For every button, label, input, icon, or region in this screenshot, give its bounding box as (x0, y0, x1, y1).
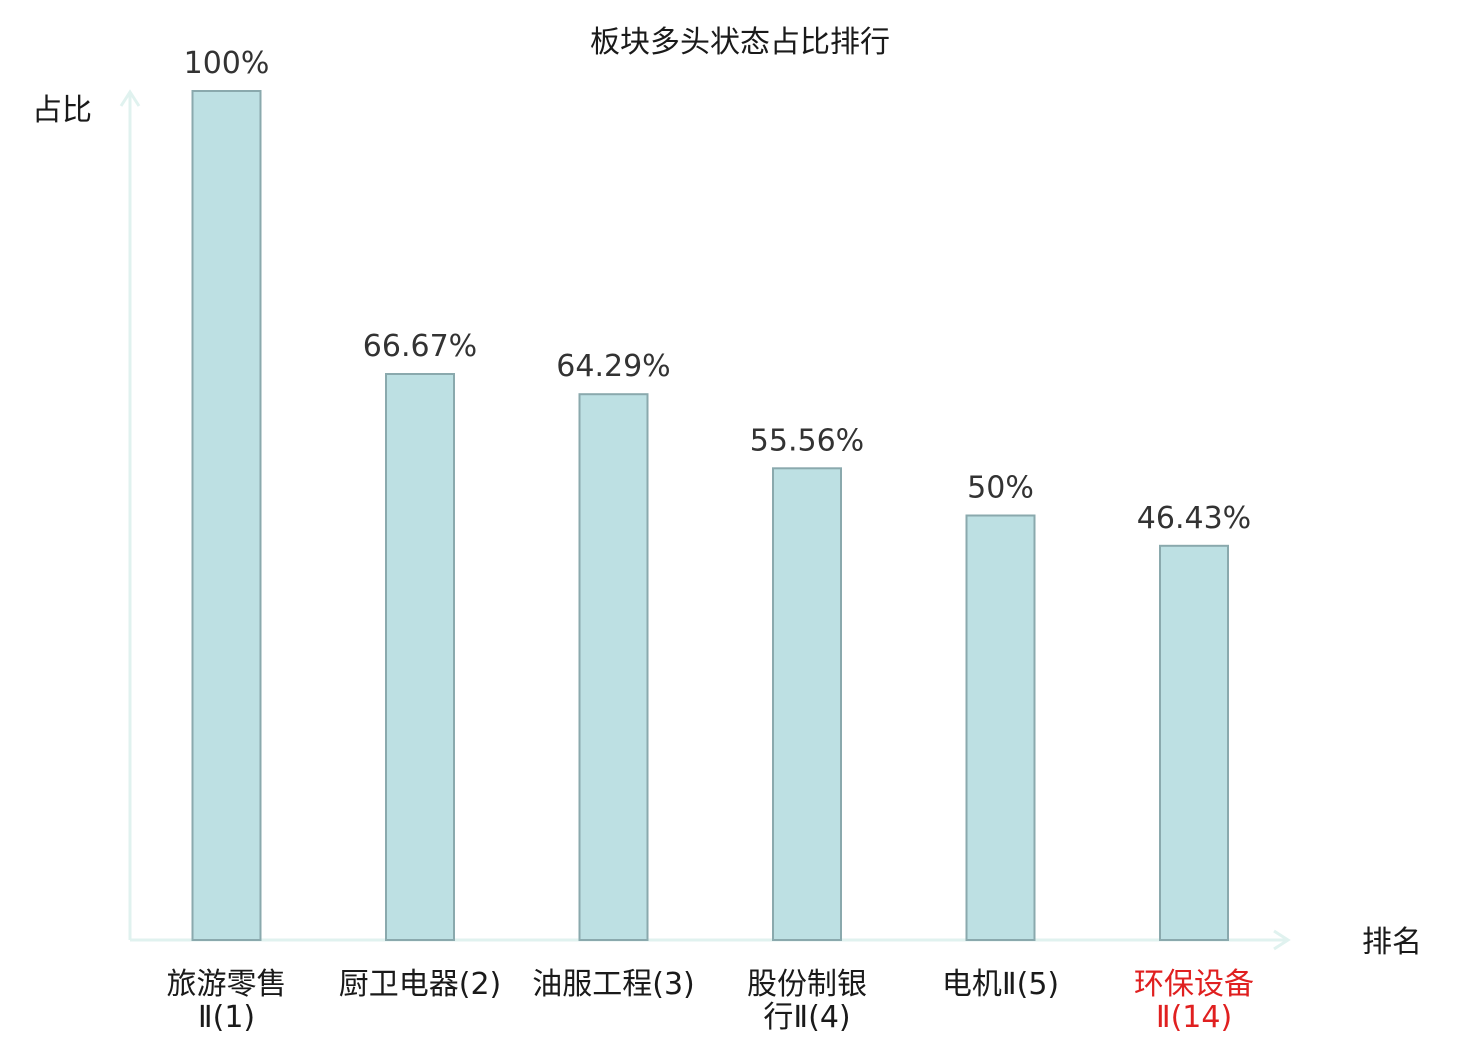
x-tick-label: Ⅱ(1) (198, 1000, 255, 1035)
bar (385, 373, 455, 941)
bar-value-label: 100% (184, 46, 270, 81)
bar-value-label: 50% (967, 471, 1034, 506)
x-axis-arrow (1273, 929, 1291, 951)
x-tick-label: 油服工程(3) (532, 967, 695, 1002)
value-labels-group: 100% 66.67% 64.29% 55.56% 50% 46.43% (184, 46, 1252, 536)
x-tick-label: 行Ⅱ(4) (763, 1000, 850, 1035)
bar (1159, 544, 1229, 941)
bars-group (191, 90, 1229, 941)
bar (578, 393, 649, 941)
x-tick-label: Ⅱ(14) (1156, 1000, 1232, 1035)
x-tick-label: 厨卫电器(2) (339, 967, 502, 1002)
bar-value-label: 64.29% (556, 349, 670, 384)
bar-value-label: 55.56% (750, 423, 864, 458)
bar (772, 467, 842, 941)
bar (965, 514, 1036, 941)
x-tick-label: 旅游零售 (167, 967, 287, 1002)
y-axis-arrow (119, 89, 141, 107)
x-tick-label: 股份制银 (747, 967, 867, 1002)
x-tick-label: 电机Ⅱ(5) (942, 967, 1059, 1002)
bar-value-label: 66.67% (363, 329, 477, 364)
bar (191, 90, 262, 941)
y-axis-label: 占比 (32, 93, 92, 128)
x-tick-label: 环保设备 (1134, 967, 1254, 1002)
x-axis-label: 排名 (1362, 925, 1422, 960)
axes (119, 89, 1291, 951)
chart-title: 板块多头状态占比排行 (590, 25, 890, 60)
bar-value-label: 46.43% (1137, 501, 1251, 536)
